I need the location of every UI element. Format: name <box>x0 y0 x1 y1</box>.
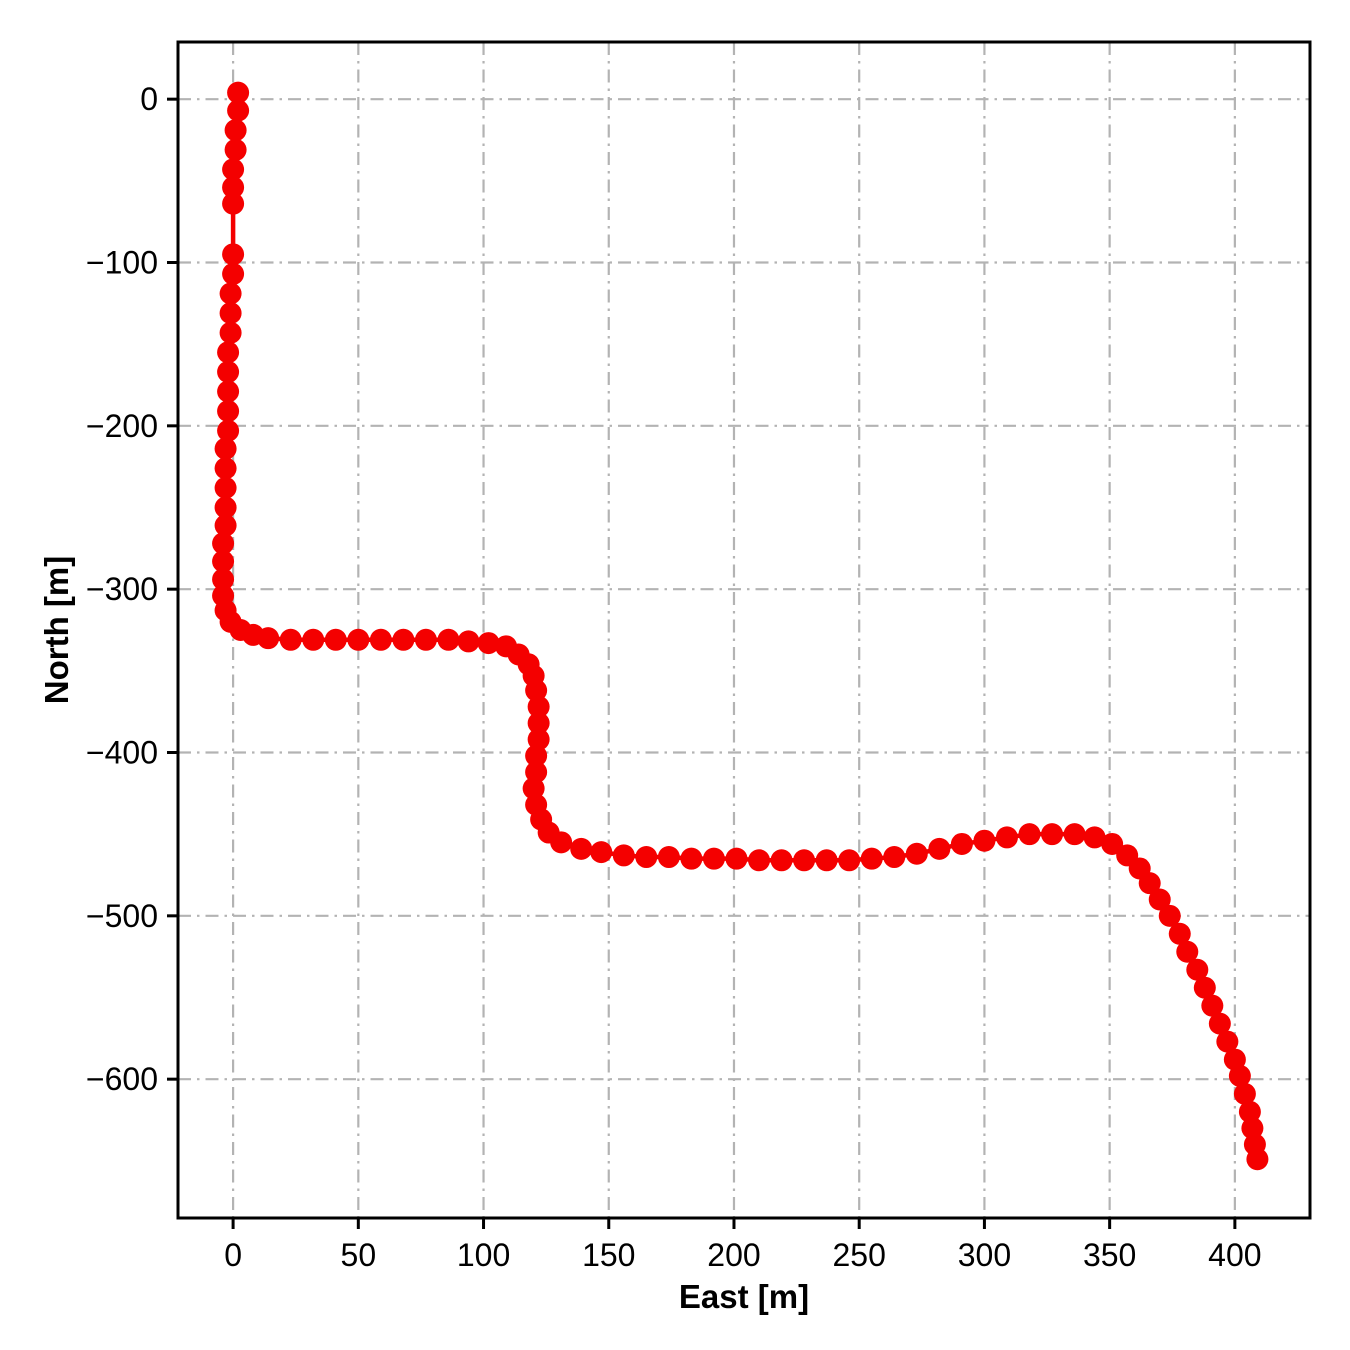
y-axis-label: North [m] <box>38 555 75 705</box>
x-axis-label: East [m] <box>678 1278 810 1315</box>
y-tick-label: −400 <box>86 735 158 771</box>
x-tick-label: 300 <box>958 1237 1011 1273</box>
y-tick-label: −600 <box>86 1061 158 1097</box>
x-tick-label: 350 <box>1083 1237 1136 1273</box>
y-tick-label: −500 <box>86 898 158 934</box>
x-tick-label: 200 <box>707 1237 760 1273</box>
x-tick-label: 0 <box>224 1237 242 1273</box>
x-tick-label: 400 <box>1208 1237 1261 1273</box>
axes-border <box>176 40 1312 1220</box>
axis-ticks <box>167 97 1237 1229</box>
y-tick-label: 0 <box>140 81 158 117</box>
y-tick-label: −200 <box>86 408 158 444</box>
trajectory-markers <box>212 81 1269 1171</box>
x-tick-label: 150 <box>582 1237 635 1273</box>
x-tick-label: 250 <box>833 1237 886 1273</box>
y-tick-label: −100 <box>86 245 158 281</box>
tick-labels: 0 50 100 150 200 250 300 350 400 0 −100 −200 −300 −40… <box>86 81 1262 1273</box>
x-tick-label: 50 <box>341 1237 377 1273</box>
x-tick-label: 100 <box>457 1237 510 1273</box>
plot-background <box>178 42 1310 1218</box>
y-tick-label: −300 <box>86 571 158 607</box>
